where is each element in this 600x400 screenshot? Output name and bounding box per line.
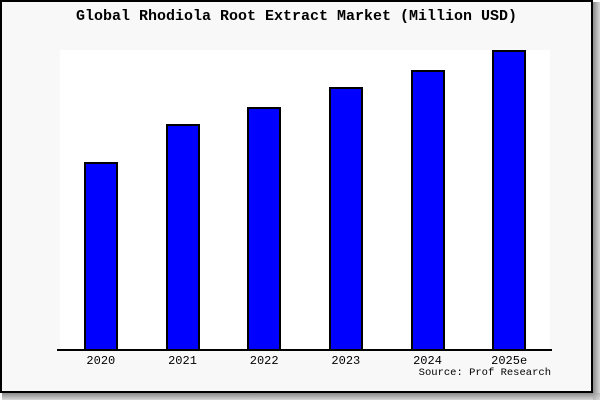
x-tick-label-2021: 2021 [168,354,197,368]
bar-2022 [247,107,281,349]
chart-title: Global Rhodiola Root Extract Market (Mil… [75,8,518,25]
bar-2020 [84,162,118,349]
plot-area [60,50,550,349]
bar-2021 [166,124,200,349]
frame-shadow-bottom [2,393,593,400]
x-axis-labels: 2020 2021 2022 2023 2024 2025e [60,354,550,370]
frame-shadow-corner [593,393,600,400]
x-tick-label-2020: 2020 [86,354,116,368]
source-note: Source: Prof Research [418,367,551,379]
bar-2024 [411,70,445,349]
x-tick-label-2023: 2023 [331,354,361,368]
chart-frame: Global Rhodiola Root Extract Market (Mil… [0,0,593,393]
x-tick-label-2024: 2024 [413,354,442,368]
frame-shadow-right [593,2,600,393]
x-axis-line [57,349,552,351]
bar-2023 [329,87,363,349]
x-tick-label-2022: 2022 [249,354,279,368]
x-tick-label-2025e: 2025e [491,354,528,368]
bar-2025e [492,50,526,349]
